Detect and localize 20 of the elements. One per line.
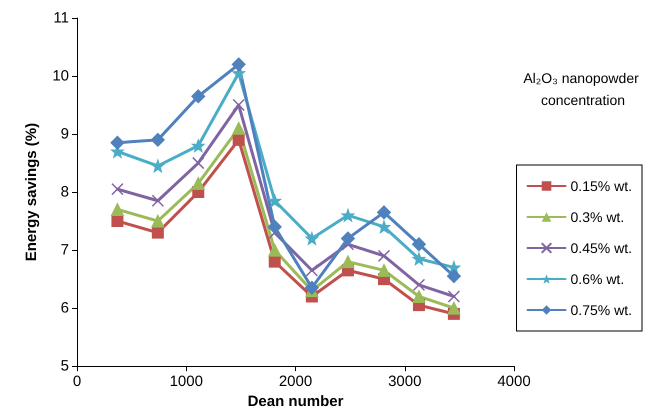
- x-tick-label: 1000: [170, 373, 203, 390]
- y-axis-title: Energy savings (%): [23, 122, 40, 262]
- y-tick-label: 6: [60, 300, 69, 317]
- x-tick-label: 0: [72, 373, 82, 390]
- x-tick-label: 2000: [278, 373, 312, 390]
- y-tick-label: 10: [52, 68, 69, 85]
- legend-label: 0.45% wt.: [570, 240, 632, 256]
- y-tick-label: 7: [60, 242, 69, 259]
- x-axis-title: Dean number: [248, 393, 344, 410]
- y-tick-label: 9: [60, 126, 69, 143]
- x-tick-label: 3000: [388, 373, 422, 390]
- y-tick-label: 11: [53, 10, 69, 26]
- legend-label: 0.6% wt.: [570, 271, 624, 287]
- legend-label: 0.3% wt.: [570, 209, 624, 225]
- legend-title: Al₂O₃ nanopowder concentration: [523, 70, 643, 108]
- y-tick-label: 5: [60, 358, 69, 375]
- legend-label: 0.15% wt.: [570, 178, 632, 194]
- legend-label: 0.75% wt.: [570, 302, 632, 318]
- x-tick-label: 4000: [497, 373, 531, 390]
- y-tick-label: 8: [60, 184, 69, 201]
